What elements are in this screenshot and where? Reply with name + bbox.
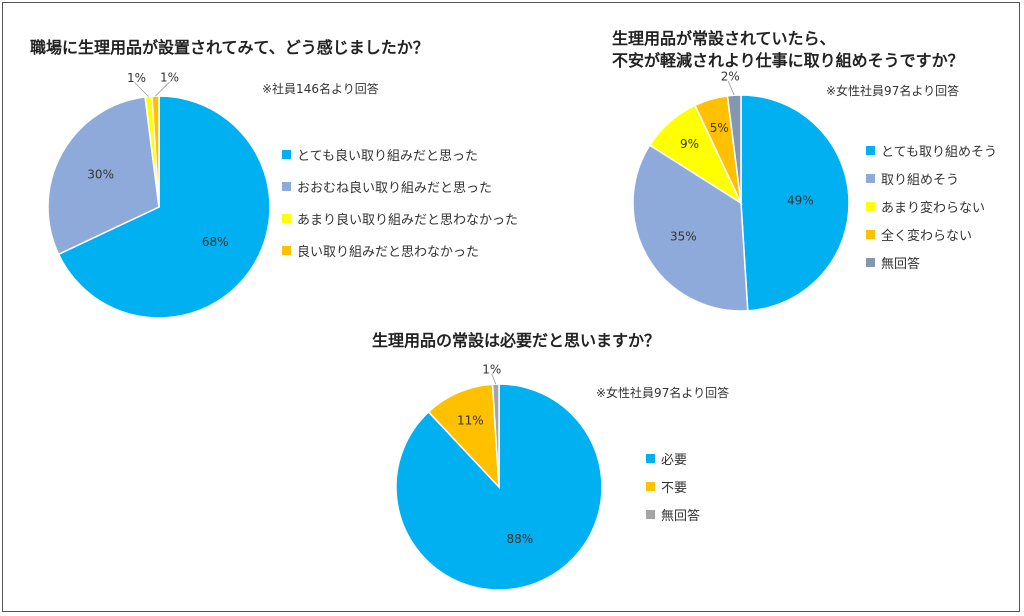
chart2-legend: とても取り組めそう 取り組めそうあまり変わらない 全く変わらない 無回答 [866,136,997,276]
chart3-pie: 88% 11% 1% [395,363,603,591]
chart1-slice-1 [47,96,160,256]
chart3-slice-label-1: 11% [457,413,484,427]
chart3-slice-label-0: 88% [507,532,534,546]
chart3-legend-item-2: 無回答 [646,500,700,528]
chart2-legend-swatch-2 [866,201,875,211]
chart1-legend-swatch-3 [282,245,291,255]
chart3-legend-swatch-2 [646,509,655,519]
chart2-slice-label-2: 9% [680,137,699,151]
chart1-legend-label-3: 良い取り組みだと思わなかった [297,244,480,260]
chart1-legend-swatch-0 [282,149,291,159]
chart3-legend-item-1: 不要 [646,472,700,500]
chart2-legend-label-2: あまり変わらない [881,200,986,216]
chart2-legend-swatch-0 [866,145,875,155]
chart2-legend-item-0: とても取り組めそう [866,136,997,164]
chart3-slice-label-2: 1% [482,363,501,377]
chart2-leader-line-4 [727,81,735,96]
chart2-legend-item-3: 全く変わらない [866,220,997,248]
chart2-legend-item-1: 取り組めそう [866,164,997,192]
chart2-legend-item-2: あまり変わらない [866,192,997,220]
chart2-slice-label-1: 35% [670,230,697,244]
chart1-slice-label-0: 68% [202,235,229,249]
chart2-note: ※女性社員97名より回答 [826,84,960,98]
chart1-slice-label-2: 1% [127,71,146,85]
chart1-title: 職場に生理用品が設置されてみて、どう感じましたか？ [30,38,429,57]
chart3-legend-item-0: 必要 [646,444,700,472]
chart1-legend-item-0: とても良い取り組みだと思った [282,138,518,170]
chart3-slice-2 [491,383,500,488]
chart1-legend-label-0: とても良い取り組みだと思った [297,148,478,164]
chart2-legend-label-3: 全く変わらない [881,228,973,244]
chart2-legend-label-4: 無回答 [881,256,921,272]
chart2-legend-label-1: 取り組めそう [881,172,960,188]
chart2-legend-label-0: とても取り組めそう [881,144,997,160]
chart1-legend: とても良い取り組みだと思った おおむね良い取り組みだと思ったあまり良い取り組みだと… [282,138,518,266]
chart2-slice-label-4: 2% [721,70,740,84]
chart1-slice-3 [151,95,160,208]
chart3-note: ※女性社員97名より回答 [596,386,730,400]
chart3-leader-line-2 [491,373,497,385]
chart3-legend-swatch-1 [646,481,655,491]
chart3-title: 生理用品の常設は必要だと思いますか？ [372,331,661,350]
chart1-slice-label-1: 30% [87,167,114,181]
chart3-slice-1 [427,383,500,490]
chart2-slice-label-3: 5% [710,121,729,135]
chart1-legend-item-1: おおむね良い取り組みだと思った [282,170,518,202]
chart1-slice-0 [57,95,271,319]
chart2-slice-4 [726,94,742,204]
chart3-legend-label-0: 必要 [661,452,688,468]
chart3-slice-0 [395,383,603,591]
chart1-legend-item-3: 良い取り組みだと思わなかった [282,234,518,266]
chart2-legend-swatch-1 [866,173,875,183]
chart2-legend-item-4: 無回答 [866,248,997,276]
chart1-legend-swatch-1 [282,181,291,191]
chart1-pie: 68% 30% 1% 1% [47,71,271,319]
chart2-title-line2: 不安が軽減されより仕事に取り組めそうですか？ [612,51,964,70]
chart1-leader-line-2 [134,82,149,97]
chart1-legend-label-1: おおむね良い取り組みだと思った [297,180,493,196]
chart2-title-line1: 生理用品が常設されていたら、 [612,29,836,48]
chart1-legend-swatch-2 [282,213,291,223]
chart2-slice-0 [740,94,850,312]
chart3-legend: 必要 不要 無回答 [646,444,700,528]
chart3-legend-label-1: 不要 [661,480,688,496]
chart2-slice-label-0: 49% [787,194,814,208]
chart3-legend-swatch-0 [646,453,655,463]
chart1-legend-item-2: あまり良い取り組みだと思わなかった [282,202,518,234]
chart2-slice-1 [632,144,749,312]
chart2-pie: 49% 35% 9% 5% 2% [632,70,850,312]
chart2-legend-swatch-3 [866,229,875,239]
chart1-leader-line-3 [155,81,170,97]
chart2-legend-swatch-4 [866,257,875,267]
chart1-legend-label-2: あまり良い取り組みだと思わなかった [297,212,519,228]
chart3-legend-label-2: 無回答 [661,508,701,524]
chart1-note: ※社員146名より回答 [262,82,379,96]
chart1-slice-label-3: 1% [160,71,179,85]
